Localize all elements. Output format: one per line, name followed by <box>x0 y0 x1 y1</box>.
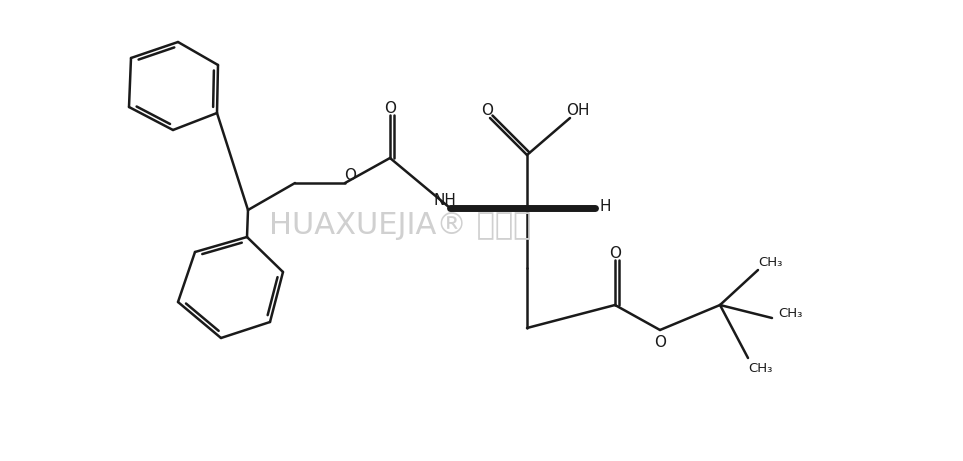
Text: CH₃: CH₃ <box>748 361 772 374</box>
Text: CH₃: CH₃ <box>778 307 802 319</box>
Text: HUAXUEJIA® 化学加: HUAXUEJIA® 化学加 <box>269 211 532 240</box>
Text: CH₃: CH₃ <box>758 255 782 268</box>
Text: O: O <box>384 100 396 116</box>
Text: O: O <box>481 102 493 118</box>
Text: O: O <box>609 246 621 260</box>
Text: O: O <box>344 167 356 183</box>
Text: H: H <box>599 199 611 213</box>
Text: O: O <box>654 335 666 349</box>
Text: NH: NH <box>433 193 456 207</box>
Text: OH: OH <box>566 102 589 118</box>
